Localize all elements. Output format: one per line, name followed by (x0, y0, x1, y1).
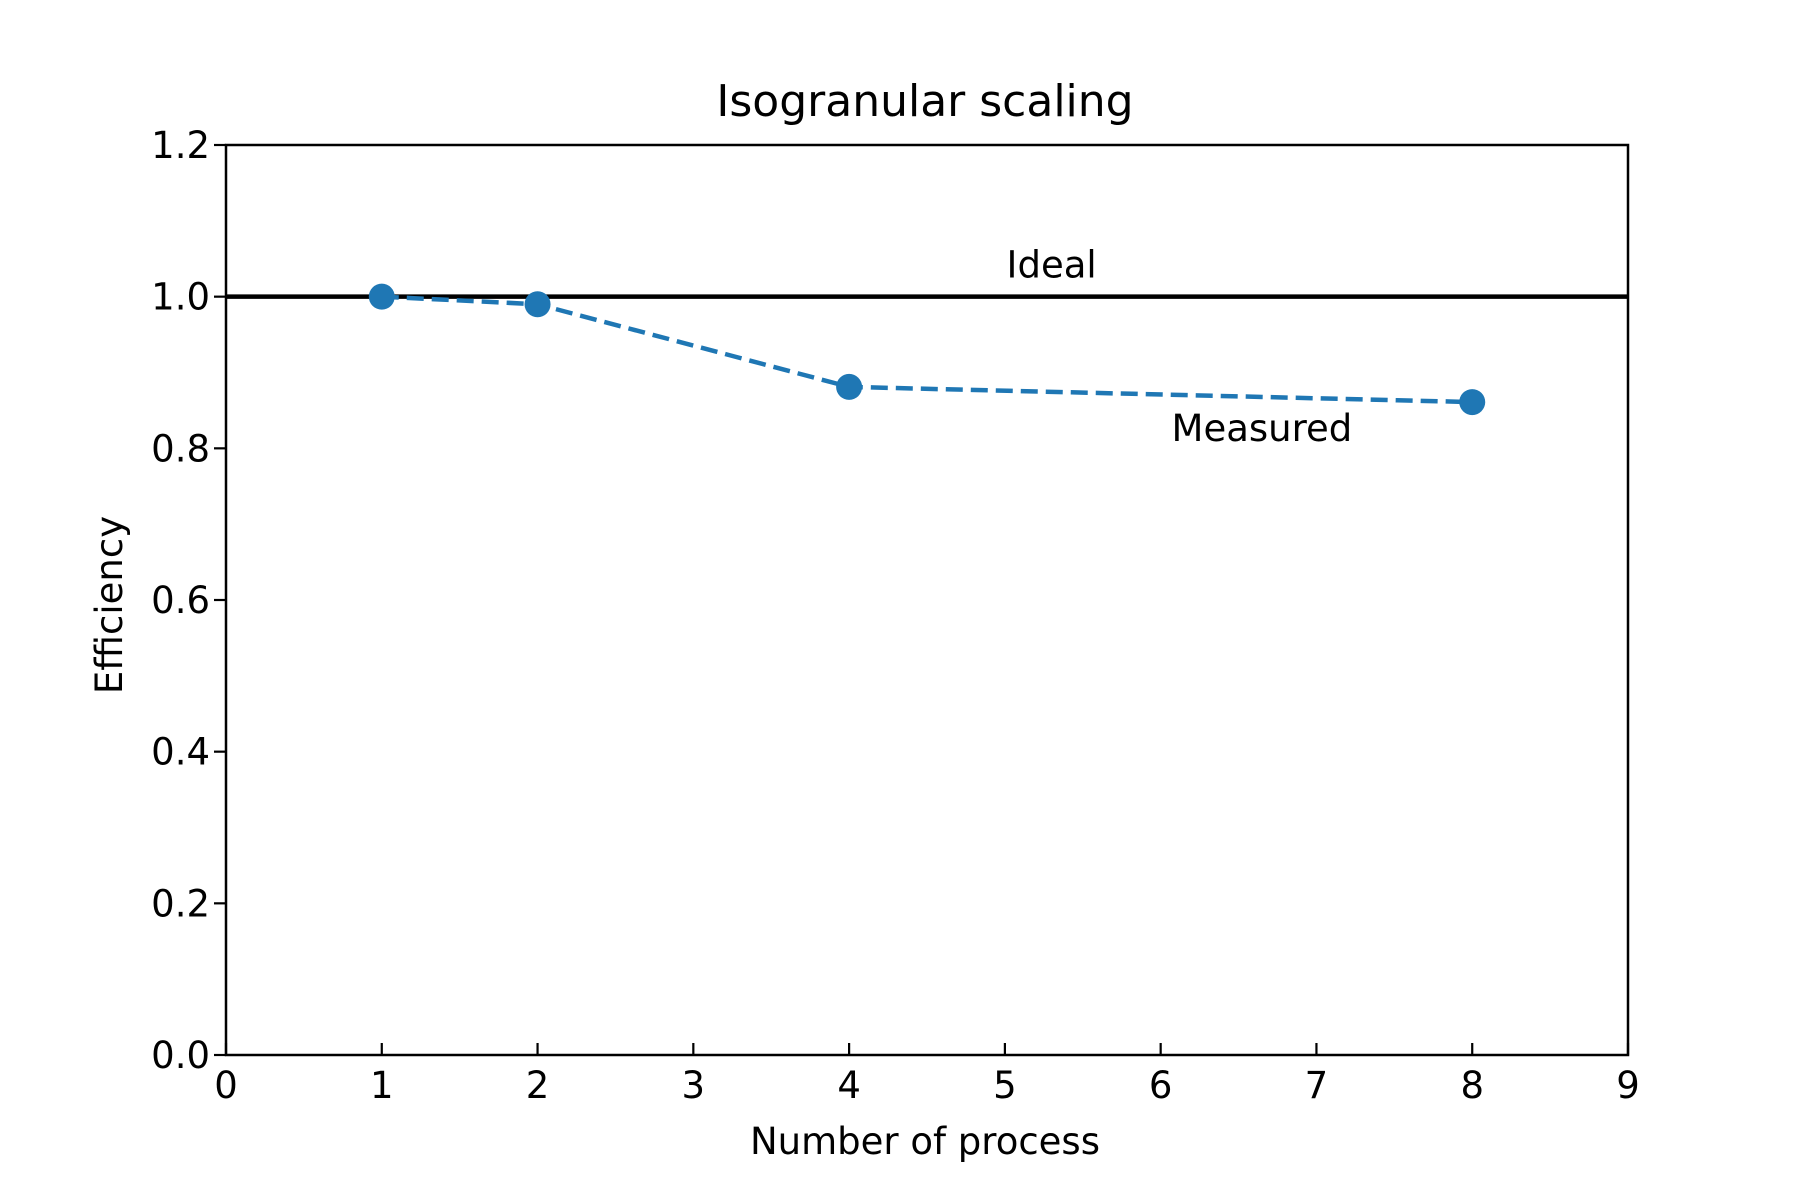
measured-point (524, 291, 551, 318)
chart-title: Isogranular scaling (716, 76, 1133, 127)
x-axis-ticks: 0 1 2 3 4 5 6 7 8 9 (214, 1043, 1640, 1107)
x-tick-label: 7 (1305, 1064, 1329, 1107)
y-axis-label: Efficiency (88, 516, 131, 694)
x-tick-label: 1 (370, 1064, 394, 1107)
annotations: Ideal Measured (1007, 244, 1353, 450)
y-tick-label: 0.6 (151, 579, 210, 622)
x-tick-label: 8 (1460, 1064, 1484, 1107)
y-tick-label: 1.2 (151, 124, 210, 167)
x-tick-label: 4 (837, 1064, 861, 1107)
measured-point (368, 283, 395, 310)
plot-frame (224, 143, 1630, 1057)
annotation-measured: Measured (1172, 407, 1353, 450)
y-tick-label: 0.0 (151, 1034, 210, 1077)
x-tick-label: 3 (682, 1064, 706, 1107)
measured-point (836, 373, 863, 400)
y-tick-label: 0.2 (151, 882, 210, 925)
y-tick-label: 1.0 (151, 276, 210, 319)
series-layer (226, 283, 1628, 416)
y-tick-label: 0.4 (151, 731, 210, 774)
y-axis-ticks: 0.0 0.2 0.4 0.6 0.8 1.0 1.2 (151, 124, 226, 1077)
x-tick-label: 2 (526, 1064, 550, 1107)
x-tick-label: 6 (1149, 1064, 1173, 1107)
measured-line (381, 294, 1473, 405)
y-tick-label: 0.8 (151, 427, 210, 470)
x-tick-label: 9 (1616, 1064, 1640, 1107)
x-tick-label: 0 (214, 1064, 238, 1107)
x-tick-label: 5 (993, 1064, 1017, 1107)
x-axis-label: Number of process (750, 1120, 1100, 1163)
annotation-ideal: Ideal (1007, 244, 1097, 287)
measured-point (1459, 389, 1486, 416)
